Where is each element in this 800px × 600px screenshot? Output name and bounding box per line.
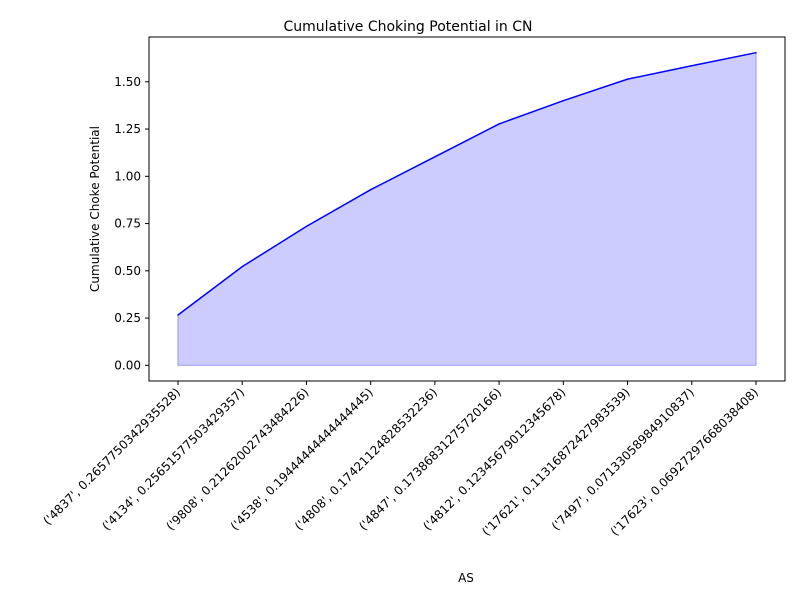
y-tick-label: 0.00: [114, 358, 141, 372]
x-tick-label: ('4808', 0.1742112482853223​6): [292, 385, 440, 533]
x-tick-label: ('7497', 0.0713305898491083​7): [549, 385, 697, 533]
data-point: [369, 188, 372, 191]
y-axis-label: Cumulative Choke Potential: [88, 126, 102, 292]
data-point: [755, 51, 757, 54]
x-axis-label: AS: [458, 571, 474, 585]
data-point: [626, 78, 629, 80]
x-tick-label: ('4847', 0.1738683127572016​6): [356, 385, 504, 533]
x-axis: ('4837', 0.2657750342935528)('4134', 0.2…: [40, 381, 761, 539]
data-point: [691, 64, 693, 67]
y-tick-label: 1.50: [114, 75, 141, 89]
x-tick-label: ('4837', 0.2657750342935528): [40, 385, 183, 528]
chart-title: Cumulative Choking Potential in CN: [283, 19, 532, 35]
y-tick-label: 1.00: [114, 169, 141, 183]
x-tick-label: ('4812', 0.1234567901234567​8): [420, 385, 568, 533]
y-axis: 0.00 0.25 0.50 0.75 1.00 1.25 1.50: [114, 75, 149, 372]
area-fill: [177, 52, 757, 366]
data-point: [177, 314, 179, 316]
y-tick-label: 1.25: [114, 122, 141, 136]
y-tick-label: 0.25: [114, 311, 141, 325]
data-point: [241, 265, 243, 268]
data-point: [305, 225, 308, 228]
y-tick-label: 0.75: [114, 217, 141, 231]
x-tick-label: ('9808', 0.2126200274348422​6): [164, 385, 312, 533]
series-line: [177, 51, 757, 316]
data-point: [434, 156, 436, 158]
y-tick-label: 0.50: [114, 264, 141, 278]
data-point: [498, 123, 500, 125]
x-tick-label: ('4538', 0.1944444444444444​5): [228, 385, 376, 533]
plot-frame: [148, 36, 786, 382]
x-tick-label: ('17623', 0.0692729766803840​8): [608, 385, 761, 538]
data-point: [562, 99, 565, 102]
plot-area: [177, 51, 757, 366]
x-tick-label: ('4134', 0.2565157750342935​7): [99, 385, 247, 533]
